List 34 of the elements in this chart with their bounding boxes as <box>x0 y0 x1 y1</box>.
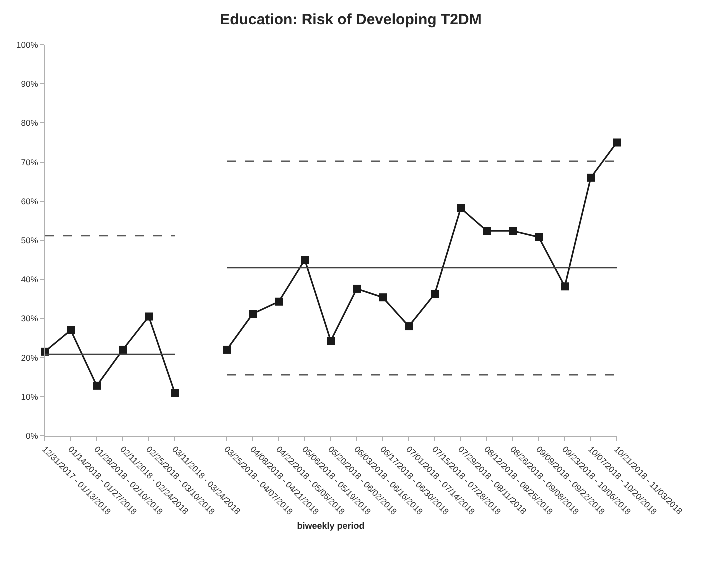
point <box>223 346 231 354</box>
point <box>379 294 387 302</box>
y-tick-label: 80% <box>21 118 39 128</box>
chart-title: Education: Risk of Developing T2DM <box>220 12 482 29</box>
point <box>457 204 465 212</box>
point <box>67 326 75 334</box>
point <box>249 310 257 318</box>
y-tick-label: 50% <box>21 235 39 246</box>
point <box>275 298 283 306</box>
point <box>353 284 361 293</box>
point <box>327 336 335 345</box>
point <box>613 138 621 147</box>
y-tick-label: 70% <box>21 157 39 168</box>
point <box>535 233 543 242</box>
y-tick-label: 10% <box>21 392 39 402</box>
y-tick-label: 100% <box>16 40 39 50</box>
y-tick-label: 20% <box>21 352 39 363</box>
point <box>119 346 127 354</box>
y-tick-label: 60% <box>21 196 39 206</box>
point <box>145 312 153 321</box>
x-axis-title: biweekly period <box>297 520 365 531</box>
point <box>509 227 517 236</box>
point <box>171 388 179 397</box>
y-tick-label: 90% <box>21 79 39 90</box>
y-tick-label: 40% <box>21 274 39 285</box>
point <box>431 290 439 298</box>
point <box>561 282 569 291</box>
y-tick-label: 30% <box>21 314 39 324</box>
point <box>405 322 413 331</box>
point <box>301 256 309 264</box>
point <box>587 174 595 182</box>
point <box>93 382 101 390</box>
y-tick-label: 0% <box>26 430 39 441</box>
point <box>483 227 491 236</box>
